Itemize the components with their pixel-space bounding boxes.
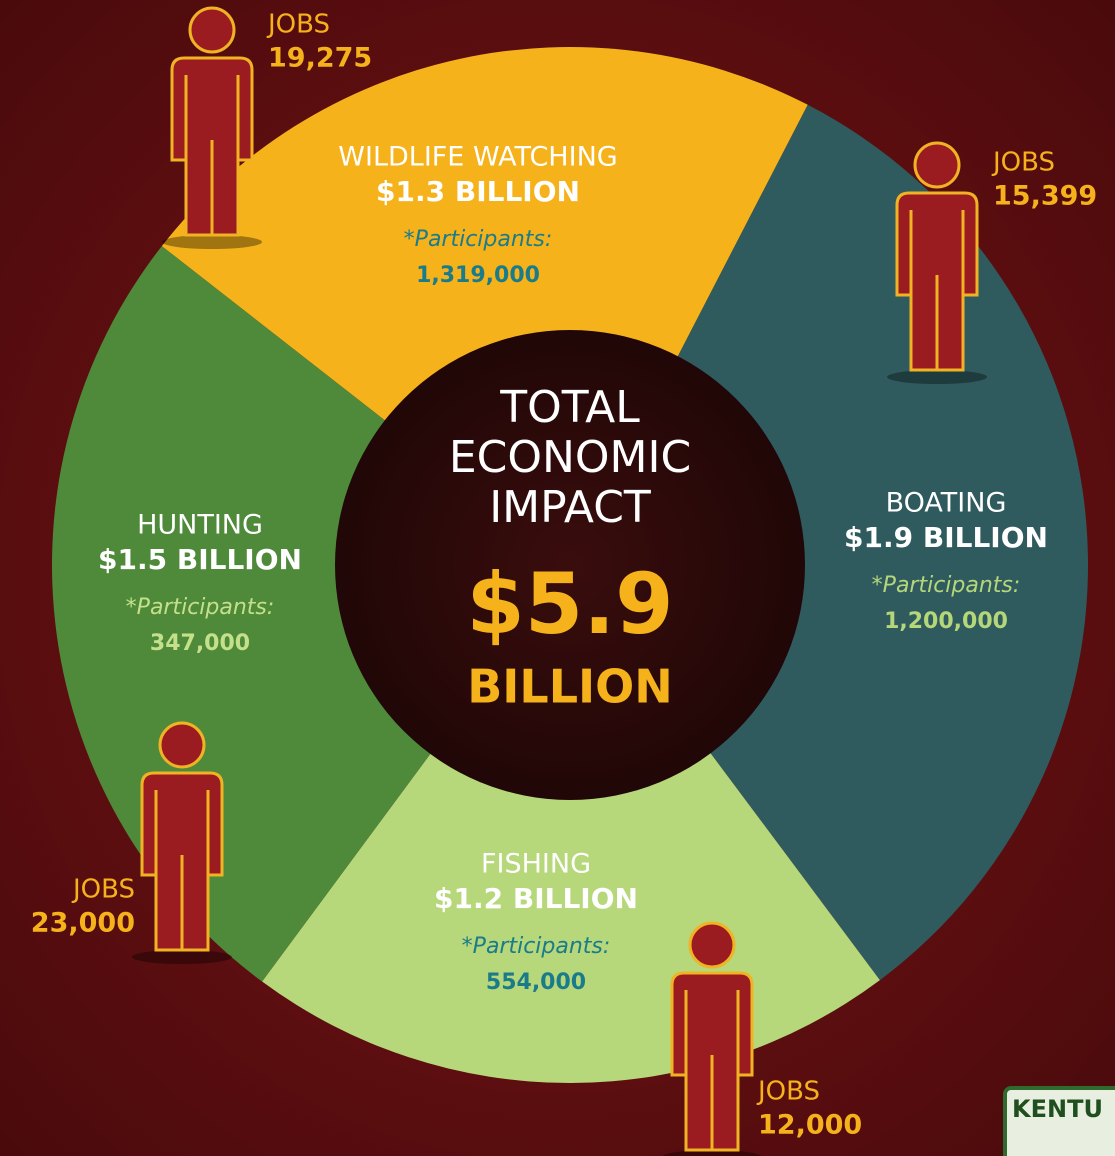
center-title: ECONOMIC xyxy=(449,432,691,483)
person-icon xyxy=(887,141,987,384)
segment-value: $1.2 BILLION xyxy=(434,882,638,915)
participants-label: *Participants: xyxy=(404,227,553,252)
person-part xyxy=(158,721,206,769)
person-icon xyxy=(162,6,262,249)
participants-label: *Participants: xyxy=(462,934,611,959)
center-title: IMPACT xyxy=(489,482,651,533)
logo-text: KENTU xyxy=(1012,1095,1103,1123)
person-part xyxy=(132,950,232,964)
center-circle xyxy=(335,330,805,800)
jobs-value: 23,000 xyxy=(31,908,135,939)
segment-name: BOATING xyxy=(886,488,1007,519)
person-part xyxy=(188,6,236,54)
jobs-value: 15,399 xyxy=(993,181,1097,212)
person-part xyxy=(162,235,262,249)
person-part xyxy=(662,1150,762,1156)
total-value: $5.9 xyxy=(466,555,673,653)
jobs-label: JOBS xyxy=(71,875,135,905)
segment-name: WILDLIFE WATCHING xyxy=(338,142,617,173)
jobs-label: JOBS xyxy=(991,148,1055,178)
donut-segment xyxy=(161,47,808,566)
person-part xyxy=(913,141,961,189)
jobs-value: 19,275 xyxy=(268,43,372,74)
segment-value: $1.5 BILLION xyxy=(98,543,302,576)
person-icon xyxy=(662,921,762,1156)
participants-label: *Participants: xyxy=(872,573,1021,598)
logo xyxy=(1003,1086,1115,1156)
participants-value: 1,319,000 xyxy=(416,263,540,288)
participants-value: 1,200,000 xyxy=(884,609,1008,634)
center-title: TOTAL xyxy=(499,382,640,433)
segment-value: $1.3 BILLION xyxy=(376,175,580,208)
segment-name: HUNTING xyxy=(137,510,263,541)
participants-value: 347,000 xyxy=(150,631,250,656)
person-part xyxy=(688,921,736,969)
participants-value: 554,000 xyxy=(486,970,586,995)
segment-value: $1.9 BILLION xyxy=(844,521,1048,554)
person-part xyxy=(887,370,987,384)
participants-label: *Participants: xyxy=(126,595,275,620)
person-icon xyxy=(132,721,232,964)
segment-name: FISHING xyxy=(481,849,591,880)
jobs-label: JOBS xyxy=(756,1077,820,1107)
total-unit: BILLION xyxy=(467,660,673,714)
jobs-value: 12,000 xyxy=(758,1110,862,1141)
jobs-label: JOBS xyxy=(266,10,330,40)
